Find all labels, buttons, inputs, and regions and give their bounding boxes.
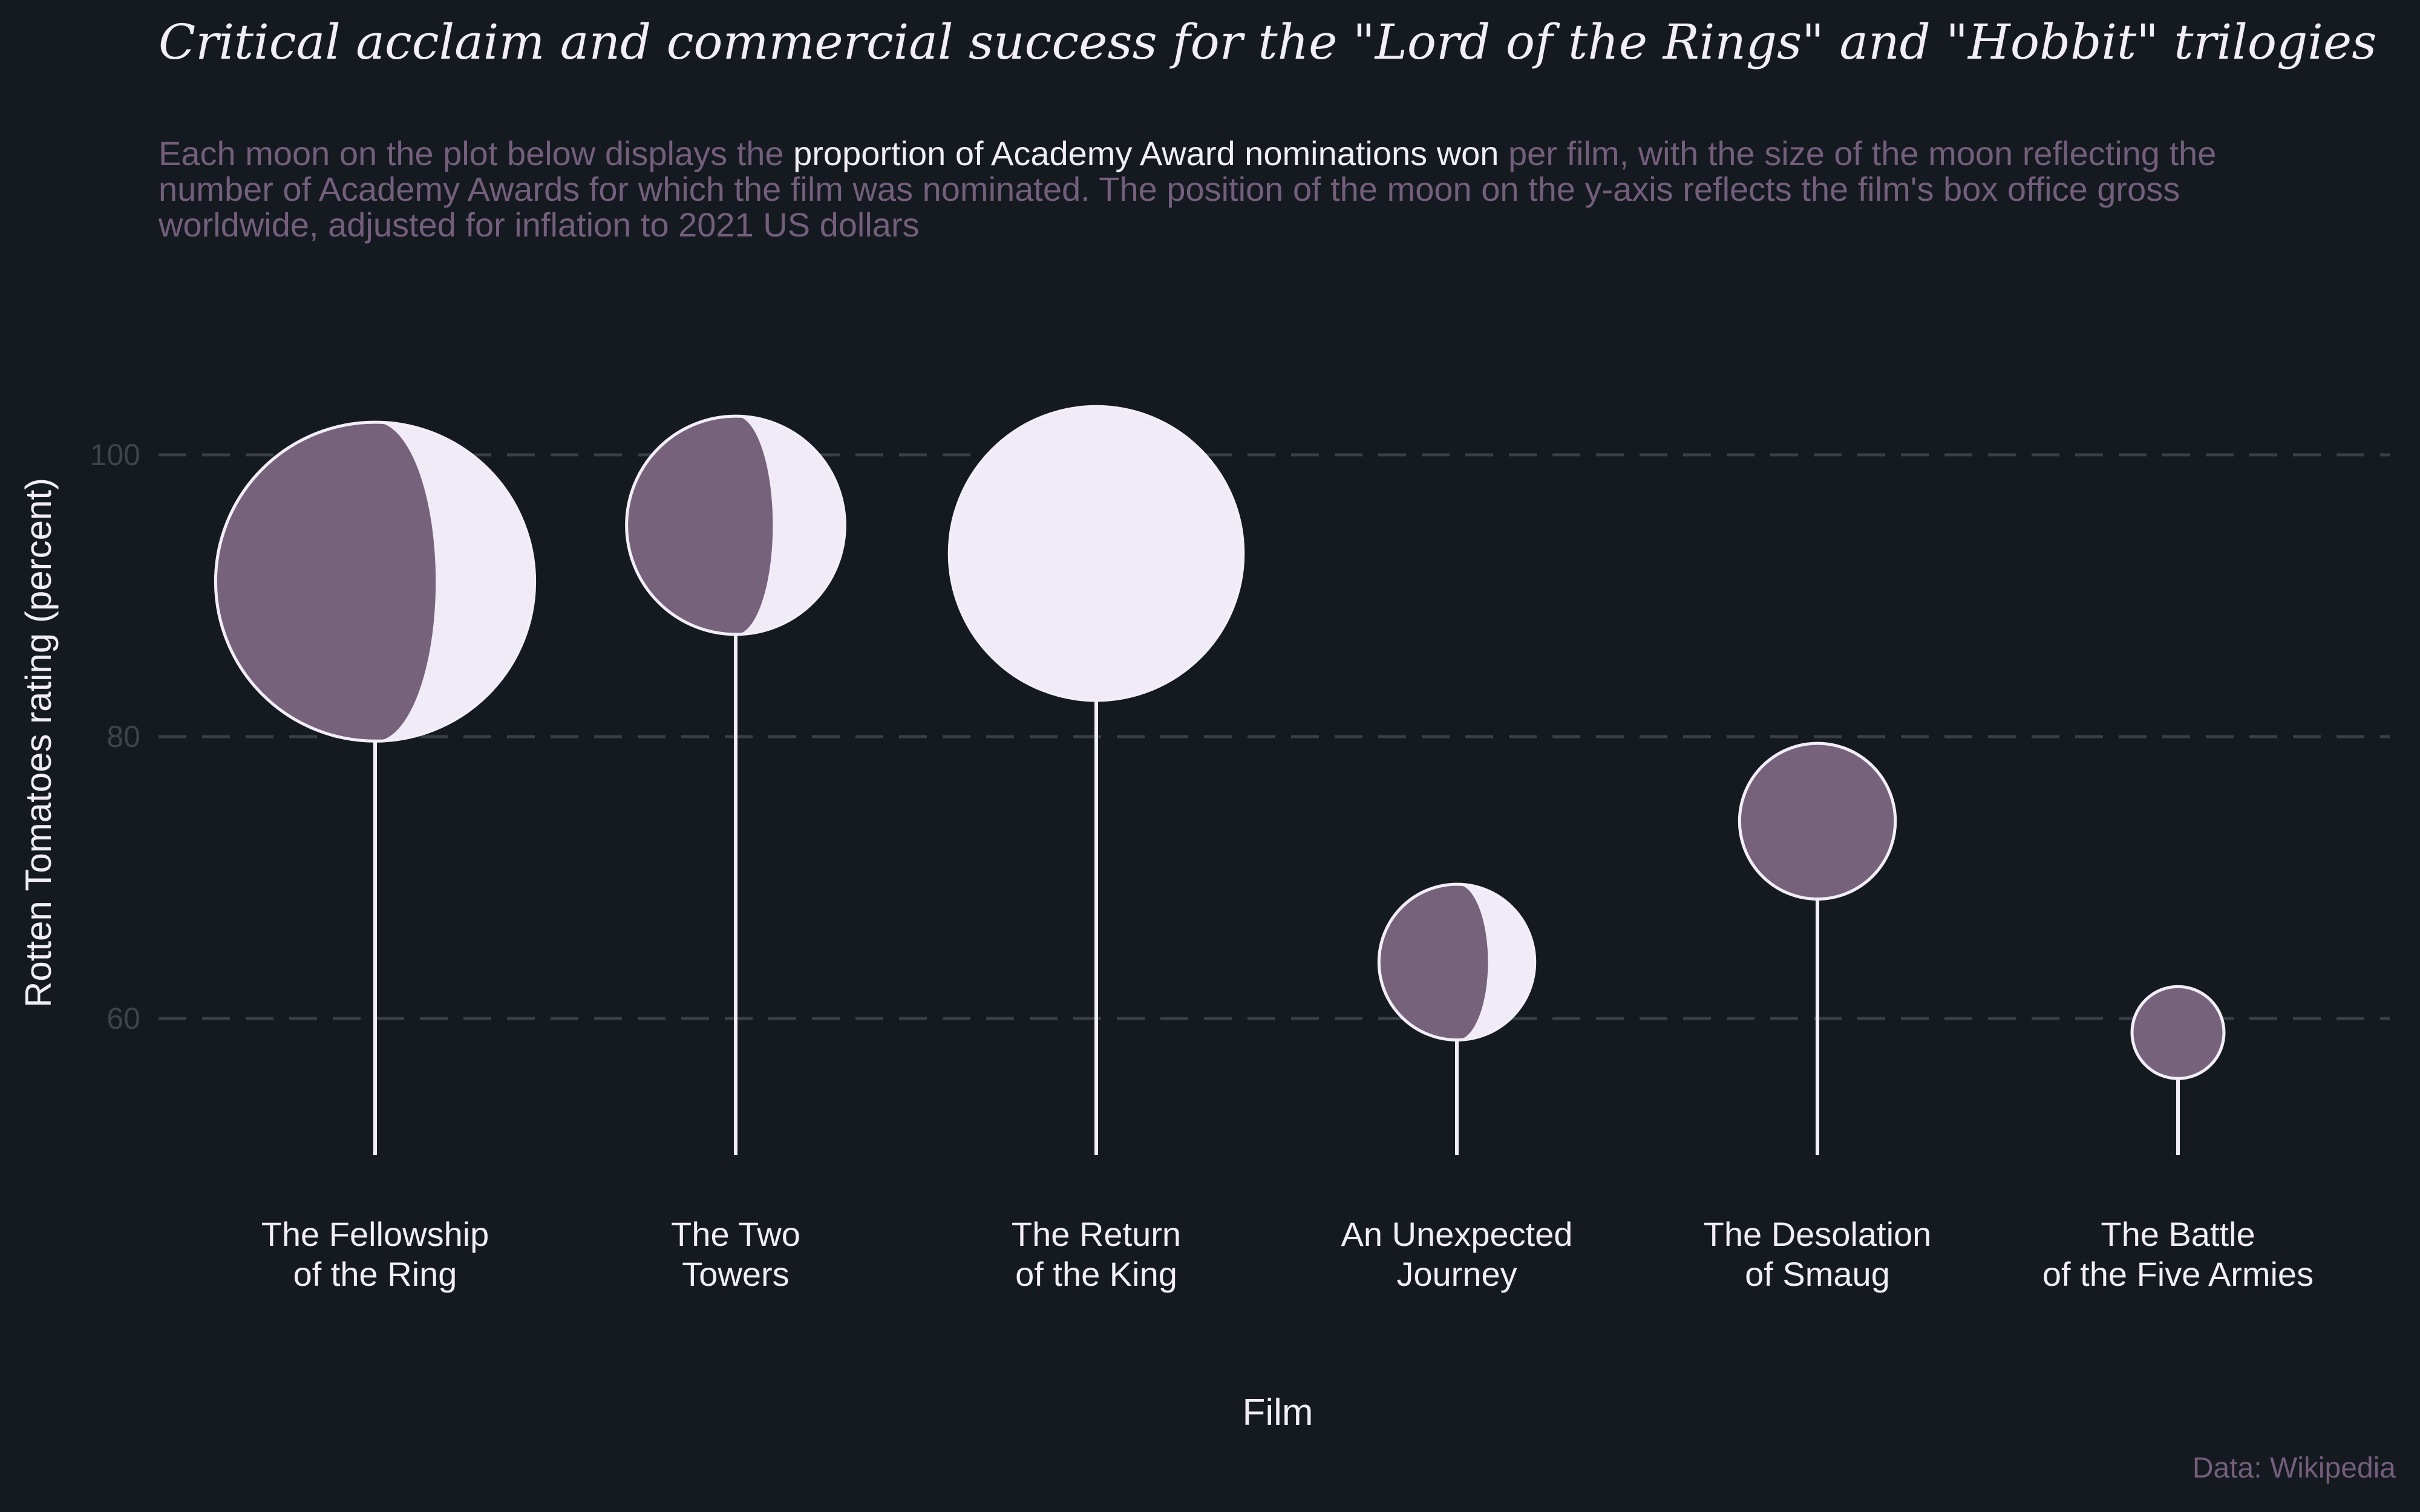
- x-tick-label: The Desolation: [1704, 1215, 1932, 1253]
- chart-title: Critical acclaim and commercial success …: [159, 14, 2377, 70]
- moon-lit-portion: [736, 416, 845, 634]
- moon-outline: [947, 405, 1245, 702]
- x-tick-label: of the Ring: [293, 1255, 457, 1293]
- y-axis-title: Rotten Tomatoes rating (percent): [18, 478, 59, 1008]
- x-tick-label: The Return: [1012, 1215, 1181, 1253]
- moon-2: [625, 414, 846, 636]
- stems: [373, 634, 2180, 1155]
- moon-outline: [625, 414, 846, 636]
- moon-outline: [1377, 882, 1537, 1042]
- moon-lit-portion: [375, 422, 535, 741]
- x-tick-label: of Smaug: [1745, 1255, 1890, 1293]
- moon-4: [1377, 882, 1537, 1042]
- x-axis-title: Film: [1242, 1392, 1313, 1433]
- moon-5: [1738, 741, 1897, 901]
- moon-shadow: [1739, 743, 1895, 899]
- x-tick-label: Journey: [1396, 1255, 1517, 1293]
- chart-subtitle: Each moon on the plot below displays the…: [159, 135, 2312, 243]
- moon-3: [947, 405, 1245, 702]
- moon-6: [2130, 985, 2226, 1080]
- moons: [214, 405, 2226, 1080]
- moon-lit-portion: [1457, 884, 1535, 1040]
- moon-lit-portion: [949, 406, 1243, 700]
- gridlines: [159, 453, 2390, 1020]
- moon-outline: [2130, 985, 2226, 1080]
- x-tick-label: of the King: [1015, 1255, 1177, 1293]
- subtitle-highlight: proportion of Academy Award nominations …: [793, 134, 1499, 172]
- x-tick-label: The Fellowship: [261, 1215, 489, 1253]
- chart-caption: Data: Wikipedia: [2192, 1452, 2396, 1484]
- moon-shadow: [2132, 986, 2224, 1079]
- y-tick-label-80: 80: [106, 720, 140, 754]
- y-tick-labels: 60 80 100: [90, 438, 140, 1035]
- x-tick-label: Towers: [682, 1255, 789, 1293]
- moon-outline: [214, 420, 537, 743]
- moon-outline: [1738, 741, 1897, 901]
- x-tick-label: The Battle: [2101, 1215, 2255, 1253]
- subtitle-text-before: Each moon on the plot below displays the: [159, 134, 794, 172]
- x-tick-label: An Unexpected: [1341, 1215, 1573, 1253]
- y-tick-label-100: 100: [90, 438, 140, 472]
- x-tick-label: of the Five Armies: [2042, 1255, 2314, 1293]
- y-tick-label-60: 60: [106, 1002, 140, 1035]
- moon-1: [214, 420, 537, 743]
- subtitle-text-after: per film, with the size of the moon refl…: [159, 134, 2217, 244]
- x-tick-label: The Two: [671, 1215, 800, 1253]
